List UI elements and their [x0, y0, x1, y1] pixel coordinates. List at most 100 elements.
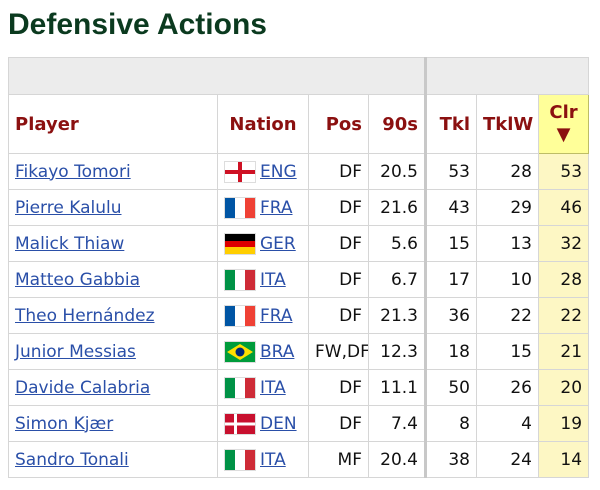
column-header[interactable]: Pos: [308, 94, 369, 154]
nation-link[interactable]: FRA: [260, 197, 293, 218]
flag-part: [235, 269, 245, 290]
table-row: Matteo Gabbia ITA DF 6.7 17 10 28: [8, 261, 590, 298]
nation-link[interactable]: ITA: [260, 377, 286, 398]
table-cell: 43: [424, 189, 477, 226]
table-cell: 38: [424, 441, 477, 478]
player-link[interactable]: Pierre Kalulu: [15, 197, 122, 218]
table-cell: DF: [308, 369, 369, 406]
table-cell: 12.3: [368, 333, 426, 370]
player-link[interactable]: Matteo Gabbia: [15, 269, 140, 290]
table-cell: Theo Hernández: [8, 297, 218, 334]
nation-link[interactable]: DEN: [260, 413, 297, 434]
table-cell: Matteo Gabbia: [8, 261, 218, 298]
table-body: Fikayo Tomori ENG DF 20.5 53 28 53 Pierre Kalul…: [8, 153, 590, 478]
player-link[interactable]: Junior Messias: [15, 341, 136, 362]
flag: [224, 232, 256, 255]
column-header[interactable]: Nation: [217, 94, 309, 154]
table-row: Junior Messias BRA FW,DF 12.3 18 15 21: [8, 333, 590, 370]
table-cell: 20.5: [368, 153, 426, 190]
table-cell: 22: [476, 297, 539, 334]
over-header-cell: [423, 57, 590, 95]
table-cell: 20.4: [368, 441, 426, 478]
table-cell: 11.1: [368, 369, 426, 406]
table-cell: 28: [537, 261, 590, 298]
header-row: Player Nation Pos 90s Tkl TklW Clr ▼: [8, 94, 590, 154]
player-link[interactable]: Simon Kjær: [15, 413, 114, 434]
table-row: Malick Thiaw GER DF 5.6 15 13 32: [8, 225, 590, 262]
flag-part: [235, 197, 245, 218]
table-cell: 18: [424, 333, 477, 370]
table-cell: ITA: [217, 369, 309, 406]
table-cell: 24: [476, 441, 539, 478]
sort-indicator: ▼: [556, 124, 571, 145]
column-header[interactable]: TklW: [476, 94, 539, 154]
table-cell: DEN: [217, 405, 309, 442]
flag-part: [245, 449, 255, 470]
flag-part: [235, 305, 245, 326]
table-cell: 5.6: [368, 225, 426, 262]
flag: [224, 160, 256, 183]
column-header[interactable]: Tkl: [424, 94, 477, 154]
nation-link[interactable]: ITA: [260, 449, 286, 470]
table-cell: DF: [308, 261, 369, 298]
column-header[interactable]: Player: [8, 94, 218, 154]
table-cell: ITA: [217, 441, 309, 478]
table-cell: 8: [424, 405, 477, 442]
column-header[interactable]: 90s: [368, 94, 426, 154]
flag: [224, 304, 256, 327]
table-cell: FRA: [217, 189, 309, 226]
flag-part: [225, 197, 235, 218]
table-cell: Pierre Kalulu: [8, 189, 218, 226]
flag: [224, 412, 256, 435]
table-cell: 14: [537, 441, 590, 478]
flag-part: [225, 422, 255, 425]
flag-part: [245, 197, 255, 218]
table-row: Sandro Tonali ITA MF 20.4 38 24 14: [8, 441, 590, 478]
table-cell: DF: [308, 297, 369, 334]
flag: [224, 376, 256, 399]
flag-part: [225, 169, 255, 174]
table-cell: FW,DF: [308, 333, 369, 370]
table-cell: Junior Messias: [8, 333, 218, 370]
table-cell: 29: [476, 189, 539, 226]
over-header: [8, 57, 590, 95]
column-header-sorted[interactable]: Clr ▼: [537, 94, 590, 154]
nation-link[interactable]: ENG: [260, 161, 297, 182]
table-row: Davide Calabria ITA DF 11.1 50 26 20: [8, 369, 590, 406]
player-link[interactable]: Malick Thiaw: [15, 233, 125, 254]
flag-part: [225, 246, 255, 254]
table-cell: 50: [424, 369, 477, 406]
flag-part: [245, 305, 255, 326]
table-cell: Malick Thiaw: [8, 225, 218, 262]
table-cell: 21: [537, 333, 590, 370]
nation-link[interactable]: GER: [260, 233, 296, 254]
player-link[interactable]: Sandro Tonali: [15, 449, 129, 470]
player-link[interactable]: Fikayo Tomori: [15, 161, 131, 182]
table-row: Pierre Kalulu FRA DF 21.6 43 29 46: [8, 189, 590, 226]
table-cell: 15: [476, 333, 539, 370]
player-link[interactable]: Theo Hernández: [15, 305, 155, 326]
table-cell: DF: [308, 153, 369, 190]
flag-part: [235, 377, 245, 398]
table-cell: DF: [308, 189, 369, 226]
flag: [224, 268, 256, 291]
flag: [224, 340, 256, 363]
flag-part: [225, 269, 235, 290]
nation-link[interactable]: ITA: [260, 269, 286, 290]
flag-part: [225, 377, 235, 398]
table-cell: 53: [537, 153, 590, 190]
table-cell: 21.6: [368, 189, 426, 226]
table-cell: 53: [424, 153, 477, 190]
table-cell: Simon Kjær: [8, 405, 218, 442]
flag-part: [235, 347, 245, 356]
table-cell: Sandro Tonali: [8, 441, 218, 478]
table-row: Theo Hernández FRA DF 21.3 36 22 22: [8, 297, 590, 334]
player-link[interactable]: Davide Calabria: [15, 377, 151, 398]
nation-link[interactable]: FRA: [260, 305, 293, 326]
stats-table: Player Nation Pos 90s Tkl TklW Clr ▼ Fika…: [8, 57, 590, 478]
flag: [224, 448, 256, 471]
nation-link[interactable]: BRA: [260, 341, 295, 362]
column-header-label: Clr: [549, 102, 578, 123]
table-cell: 32: [537, 225, 590, 262]
